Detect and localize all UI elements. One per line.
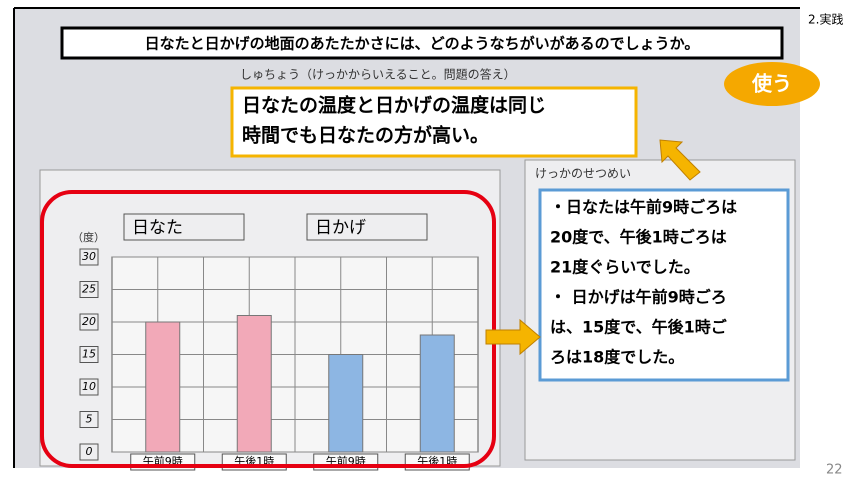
bar bbox=[420, 335, 454, 452]
y-tick-label: 15 bbox=[82, 348, 96, 361]
explanation-line: は、15度で、午後1時ご bbox=[550, 318, 727, 337]
section-label: 2.実践 bbox=[808, 12, 843, 27]
badge-text: 使う bbox=[751, 72, 792, 96]
y-tick-label: 10 bbox=[82, 380, 96, 393]
page: しゅちょう（けっかからいえること。問題の答え） けっかのせつめい （度） 0 5 1… bbox=[0, 0, 856, 482]
page-number: 22 bbox=[826, 463, 843, 478]
title: 日なたと日かげの地面のあたたかさには、どのようなちがいがあるのでしょうか。 bbox=[145, 35, 700, 53]
bar bbox=[329, 355, 363, 453]
slide: しゅちょう（けっかからいえること。問題の答え） けっかのせつめい （度） 0 5 1… bbox=[0, 0, 856, 482]
explanation-line: ・ 日かげは午前9時ごろ bbox=[550, 288, 727, 307]
unit-label: （度） bbox=[72, 230, 105, 244]
callout-line: 時間でも日なたの方が高い。 bbox=[242, 124, 489, 147]
y-tick-label: 25 bbox=[82, 283, 96, 296]
y-tick-label: 0 bbox=[86, 445, 93, 458]
y-tick-label: 30 bbox=[82, 250, 96, 263]
callout-line: 日なたの温度と日かげの温度は同じ bbox=[242, 94, 546, 117]
worksheet-header: しゅちょう（けっかからいえること。問題の答え） bbox=[240, 67, 516, 82]
explanation-line: ろは18度でした。 bbox=[550, 348, 684, 367]
explanation-line: 21度ぐらいでした。 bbox=[550, 258, 700, 277]
bar bbox=[146, 322, 180, 452]
worksheet-section: けっかのせつめい bbox=[535, 167, 631, 181]
legend-label: 日かげ bbox=[315, 218, 366, 238]
y-tick-label: 20 bbox=[82, 315, 96, 328]
bar bbox=[237, 316, 271, 453]
legend-label: 日なた bbox=[132, 218, 183, 238]
explanation-line: ・日なたは午前9時ごろは bbox=[550, 198, 737, 217]
y-tick-label: 5 bbox=[86, 413, 93, 426]
explanation-line: 20度で、午後1時ごろは bbox=[550, 228, 727, 247]
